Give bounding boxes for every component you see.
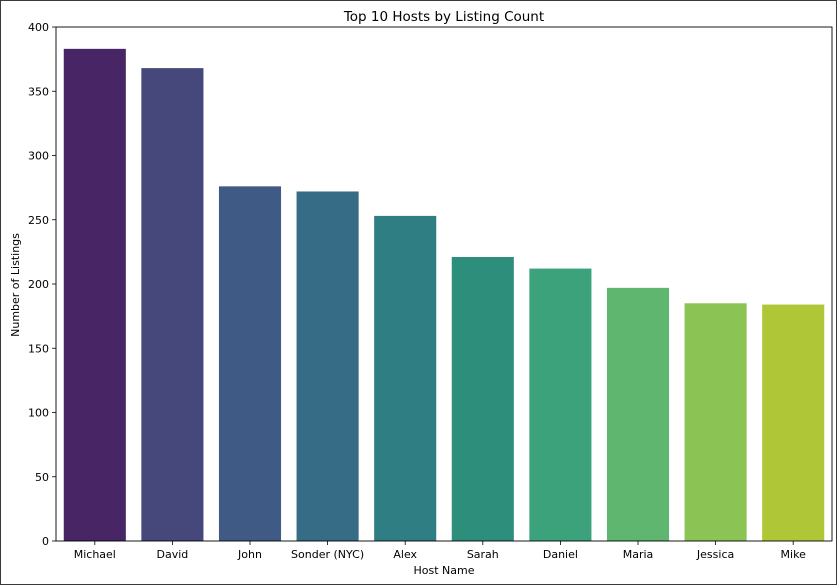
x-tick-label: David — [157, 548, 189, 561]
x-tick-label: Jessica — [696, 548, 734, 561]
x-axis-label: Host Name — [414, 564, 475, 577]
y-tick-label: 100 — [28, 407, 49, 420]
chart-title: Top 10 Hosts by Listing Count — [343, 9, 544, 25]
x-tick-label: Daniel — [543, 548, 578, 561]
bar-michael — [63, 48, 126, 541]
y-tick-label: 150 — [28, 342, 49, 355]
y-tick-label: 0 — [42, 535, 49, 548]
x-tick-label: Mike — [781, 548, 807, 561]
y-axis-label: Number of Listings — [9, 233, 22, 337]
bar-alex — [374, 215, 437, 541]
y-tick-label: 200 — [28, 278, 49, 291]
plot-area-frame — [55, 26, 833, 542]
x-axis-ticks: Michael David John Sonder (NYC) Alex Sarah Dan… — [74, 541, 806, 561]
x-tick-label: John — [237, 548, 262, 561]
y-tick-label: 50 — [35, 471, 49, 484]
x-tick-label: Sarah — [467, 548, 499, 561]
bar-sarah — [451, 257, 514, 541]
bar-sonder-nyc — [296, 191, 359, 542]
x-tick-label: Sonder (NYC) — [291, 548, 364, 561]
y-tick-label: 350 — [28, 85, 49, 98]
y-tick-label: 300 — [28, 150, 49, 163]
y-tick-label: 250 — [28, 214, 49, 227]
bar-mike — [762, 304, 825, 541]
y-axis-ticks: 0 50 100 150 200 250 300 350 400 — [28, 21, 56, 548]
x-tick-label: Maria — [623, 548, 654, 561]
bar-john — [218, 186, 282, 541]
bar-maria — [606, 287, 670, 541]
x-tick-label: Michael — [74, 548, 116, 561]
bar-daniel — [529, 268, 592, 541]
bars-group — [63, 48, 825, 542]
bar-jessica — [684, 303, 747, 541]
y-tick-label: 400 — [28, 21, 49, 34]
bar-david — [141, 68, 204, 542]
x-tick-label: Alex — [393, 548, 417, 561]
